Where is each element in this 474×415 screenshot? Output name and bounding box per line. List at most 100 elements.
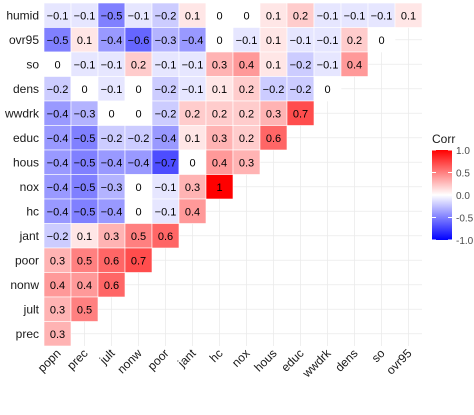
heatmap-cell [259,100,288,126]
heatmap-cell [232,100,261,126]
heatmap-cell [313,76,342,102]
heatmap-cell [70,247,99,273]
cell-value-label: −0.1 [290,35,312,47]
heatmap-cells: −0.1 −0.1 −0.5 −0.1 −0.2 0.1 0 0 0.1 0.2 −0.1 −0.1−… [43,2,423,347]
y-tick-label: hous [13,155,39,169]
cell-value-label: 0.2 [239,108,254,120]
heatmap-cell [70,51,99,77]
cell-value-label: 0.4 [185,206,200,218]
cell-value-label: 0.3 [185,182,200,194]
cell-value-label: 0.2 [347,35,362,47]
cell-value-label: −0.4 [101,35,123,47]
cell-value-label: −0.2 [155,10,177,22]
cell-value-label: 0.4 [212,157,227,169]
heatmap-cell [97,76,126,102]
heatmap-cell [259,2,288,28]
heatmap-cell [43,223,72,249]
cell-value-label: −0.2 [47,231,69,243]
y-tick-label: nonw [10,278,39,292]
y-tick-label: jult [23,302,40,316]
cell-value-label: 0 [135,84,141,96]
x-tick-label: nonw [114,346,144,376]
heatmap-cell [43,100,72,126]
legend-tick-label: 0.0 [456,191,470,202]
legend: Corr 1.0 0.5 0.0 -0.5 -1.0 [432,132,474,247]
cell-value-label: 0.5 [77,255,92,267]
cell-value-label: 0.3 [212,59,227,71]
cell-value-label: 0.5 [131,231,146,243]
heatmap-cell [70,27,99,53]
cell-value-label: −0.3 [74,108,96,120]
cell-value-label: −0.2 [263,84,285,96]
heatmap-cell [259,76,288,102]
y-tick-label: educ [13,131,39,145]
heatmap-cell [151,223,180,249]
heatmap-cell [340,51,369,77]
cell-value-label: −0.4 [182,35,204,47]
heatmap-cell [43,125,72,151]
x-tick-label: jant [174,346,199,371]
cell-value-label: 0.3 [50,304,65,316]
cell-value-label: −0.1 [344,10,366,22]
cell-value-label: −0.2 [101,133,123,145]
y-tick-label: poor [15,253,39,267]
heatmap-cell [70,223,99,249]
cell-value-label: 0.3 [239,157,254,169]
heatmap-cell [178,27,207,53]
heatmap-cell [313,27,342,53]
heatmap-cell [124,174,153,200]
x-tick-label: popn [35,346,64,375]
cell-value-label: −0.5 [101,10,123,22]
heatmap-cell [70,272,99,298]
cell-value-label: −0.2 [155,108,177,120]
legend-colorbar [432,150,452,240]
heatmap-cell [97,272,126,298]
heatmap-cell [313,2,342,28]
cell-value-label: 0.6 [158,231,173,243]
cell-value-label: 0.4 [50,280,65,292]
cell-value-label: −0.4 [47,108,69,120]
cell-value-label: −0.2 [290,59,312,71]
heatmap-cell [205,100,234,126]
cell-value-label: 0.3 [104,231,119,243]
cell-value-label: 0 [243,10,249,22]
heatmap-cell [70,296,99,322]
cell-value-label: −0.7 [155,157,177,169]
x-tick-label: nox [229,346,253,370]
cell-value-label: 0.2 [293,10,308,22]
cell-value-label: 0.1 [77,35,92,47]
heatmap-cell [97,100,126,126]
x-tick-label: so [369,346,388,365]
cell-value-label: −0.1 [47,10,69,22]
cell-value-label: 0 [216,35,222,47]
y-tick-label: nox [20,180,39,194]
cell-value-label: 0 [324,84,330,96]
legend-tick-label: -1.0 [456,236,474,247]
heatmap-cell [178,198,207,224]
cell-value-label: 0.6 [266,133,281,145]
x-tick-label: prec [64,346,90,372]
cell-value-label: 0 [108,108,114,120]
y-tick-label: prec [16,327,39,341]
heatmap-cell [151,76,180,102]
cell-value-label: −0.4 [101,157,123,169]
heatmap-cell [232,2,261,28]
heatmap-cell [286,2,315,28]
cell-value-label: −0.2 [128,133,150,145]
heatmap-cell [43,2,72,28]
cell-value-label: 0 [189,157,195,169]
cell-value-label: 0.3 [266,108,281,120]
cell-value-label: 0 [216,10,222,22]
cell-value-label: −0.4 [47,182,69,194]
heatmap-cell [286,27,315,53]
heatmap-cell [151,2,180,28]
y-tick-label: ovr95 [9,33,39,47]
cell-value-label: −0.4 [47,133,69,145]
heatmap-cell [394,2,423,28]
x-tick-label: ovr95 [383,346,414,377]
heatmap-cell [205,174,234,200]
y-tick-labels: humid ovr95 so dens wwdrk educ hous nox hc jant po… [4,8,40,341]
heatmap-cell [286,76,315,102]
